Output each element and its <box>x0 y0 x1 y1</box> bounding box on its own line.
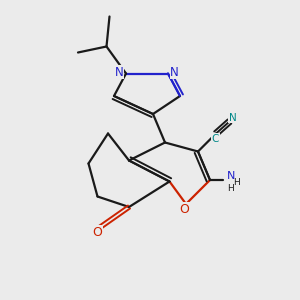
Text: C: C <box>212 134 219 144</box>
Text: N: N <box>170 65 179 79</box>
Text: N: N <box>115 65 124 79</box>
Text: O: O <box>180 203 189 216</box>
Text: H: H <box>228 184 234 193</box>
Text: O: O <box>93 226 102 239</box>
Text: N: N <box>229 113 236 123</box>
Text: N: N <box>227 171 235 181</box>
Text: H: H <box>233 178 240 187</box>
